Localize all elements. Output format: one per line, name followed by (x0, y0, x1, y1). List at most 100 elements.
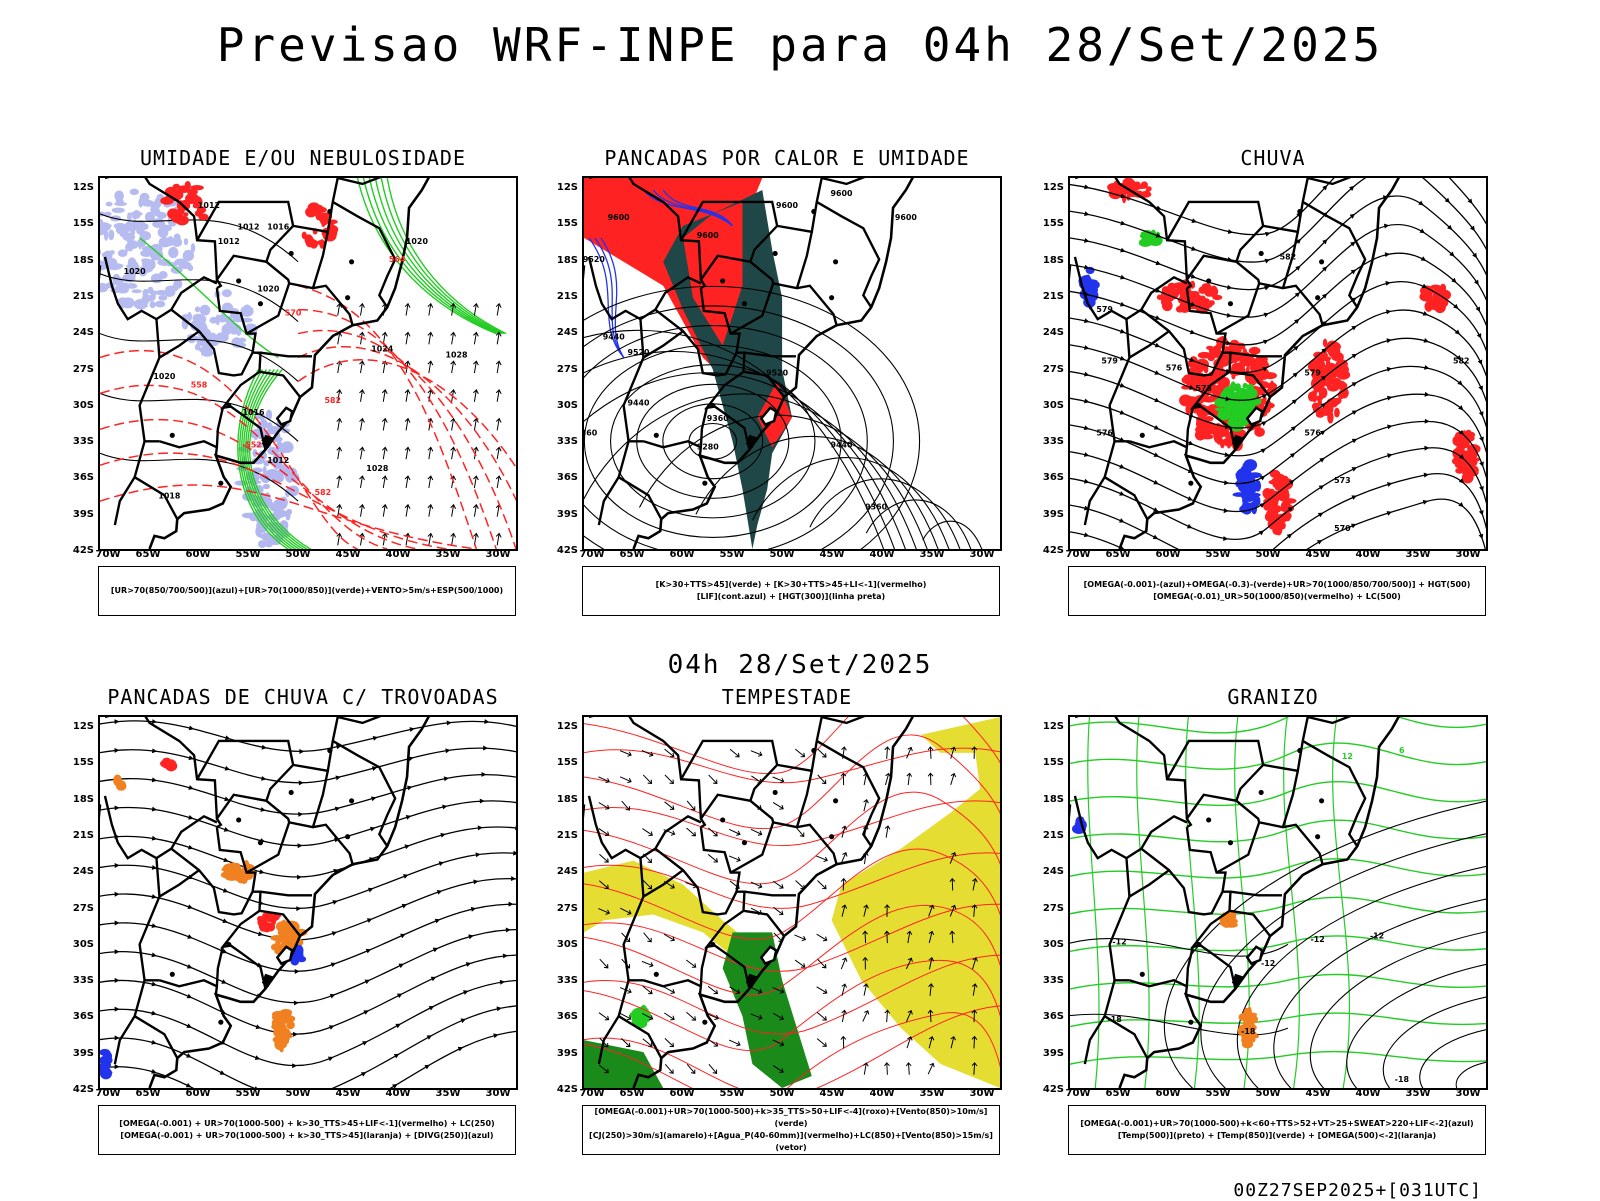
state-border (776, 178, 823, 234)
wind-vector (643, 932, 652, 943)
streamline-arrow (430, 976, 437, 982)
hgt-300-contour (584, 350, 895, 549)
wind-vector (729, 986, 741, 995)
streamline-arrow (362, 1041, 368, 1046)
contour-label: 1016 (243, 408, 266, 417)
streamline-arrow (1288, 479, 1295, 485)
state-border (134, 476, 179, 520)
streamline-arrow (1478, 510, 1484, 516)
streamline-arrow (1384, 252, 1391, 258)
lon-tick-label: 40W (385, 1088, 411, 1099)
wind-vector (686, 800, 696, 811)
streamline-arrow (1322, 239, 1328, 245)
state-border (1083, 979, 1116, 1065)
streamline-arrow (114, 719, 120, 725)
state-border (1074, 717, 1193, 829)
lon-tick-label: 40W (1355, 1088, 1381, 1099)
streamline-arrow (185, 1082, 192, 1088)
state-border (159, 440, 218, 449)
wind-vector (495, 475, 502, 488)
wind-vector (772, 1012, 784, 1021)
water-body (349, 798, 355, 804)
streamline-arrow (408, 756, 414, 762)
ur-1000-contour (386, 178, 507, 335)
state-border (260, 890, 312, 897)
state-border (795, 770, 813, 828)
state-border (698, 407, 708, 456)
streamline-arrow (1422, 311, 1429, 316)
state-border (260, 351, 312, 358)
streamline-arrow (1458, 478, 1465, 484)
temp-850-contour (1070, 717, 1486, 734)
omega-500-orange (1218, 909, 1238, 928)
lat-tick-label: 24S (72, 327, 94, 339)
thickness-contour (297, 345, 516, 502)
map-canvas: 582 579 579 579 576 576 576 573 573 570 582 (1070, 178, 1486, 549)
wind-vector (473, 331, 479, 345)
wind-vector (971, 1035, 978, 1049)
legend-line: [OMEGA(-0.001) + UR>70(1000-500) + k>30_… (120, 1131, 494, 1140)
water-body (702, 480, 708, 486)
streamline-arrow (1387, 453, 1393, 459)
hgt-300-contour (584, 372, 906, 549)
lat-tick-label: 24S (1042, 327, 1064, 339)
legend-line: [K>30+TTS>45](verde) + [K>30+TTS>45+LI<-… (655, 580, 927, 589)
legend-line: [OMEGA(-0.001)+UR>70(1000-500)+k<60+TTS>… (1080, 1119, 1474, 1128)
streamline-arrow (334, 806, 341, 812)
streamline-arrow (1119, 382, 1126, 388)
isobar (100, 392, 299, 442)
contour-label: 9520 (627, 348, 650, 357)
lc-850 (584, 904, 1000, 996)
streamline-arrow (1154, 342, 1161, 348)
wind-vector (906, 772, 913, 786)
streamline-arrow (1188, 440, 1194, 446)
contour-label: 9440 (627, 398, 650, 407)
coastline-east (1118, 717, 1400, 1088)
state-border (260, 370, 302, 398)
hgt-300-contour (584, 285, 921, 549)
lat-tick-label: 12S (1042, 182, 1064, 194)
lon-tick-label: 60W (185, 1088, 211, 1099)
lon-tick-label: 40W (1355, 549, 1381, 560)
streamline-arrow (1321, 293, 1328, 299)
panel-title: CHUVA (1240, 146, 1306, 170)
streamline-arrow (1350, 269, 1357, 275)
state-border (1302, 200, 1367, 308)
contour-label: 1012 (267, 456, 289, 465)
lat-tick-label: 30S (556, 938, 578, 950)
streamline-arrow (1319, 430, 1326, 436)
state-border (104, 717, 223, 829)
lat-tick-label: 33S (1042, 436, 1064, 448)
state-border (1129, 440, 1188, 449)
state-border (1216, 281, 1324, 335)
lat-tick-label: 42S (72, 1084, 94, 1095)
lon-tick-label: 60W (669, 1088, 695, 1099)
streamline-arrow (364, 979, 371, 985)
streamline-arrow (296, 874, 302, 880)
streamline-arrow (508, 901, 514, 907)
isobar (100, 213, 299, 263)
wind-vector (773, 906, 784, 916)
contour-label: 9600 (697, 231, 720, 240)
contour-label: 582 (315, 488, 332, 497)
lon-tick-label: 65W (135, 549, 161, 560)
wind-vector (450, 302, 457, 316)
streamline-arrow (1083, 532, 1090, 538)
streamline-arrow (1226, 340, 1232, 346)
state-border (588, 178, 707, 290)
water-body (257, 301, 264, 307)
streamline-arrow (1155, 287, 1161, 293)
streamline-arrow (224, 735, 231, 741)
state-border (1307, 717, 1352, 725)
lat-tick-label: 39S (72, 1047, 94, 1059)
wind-vector (863, 904, 869, 917)
lon-tick-label: 35W (1405, 1088, 1431, 1099)
lon-tick-label: 45W (819, 1088, 845, 1099)
water-body (741, 840, 748, 846)
wind-vector (359, 417, 365, 431)
panel-legend: [OMEGA(-0.001)+UR>70(1000-500)+k>35_TTS>… (582, 1105, 1000, 1155)
streamline-arrow (1478, 385, 1483, 392)
lon-tick-label: 35W (919, 549, 945, 560)
streamline-arrow (151, 806, 158, 812)
wind-vector (707, 985, 719, 995)
